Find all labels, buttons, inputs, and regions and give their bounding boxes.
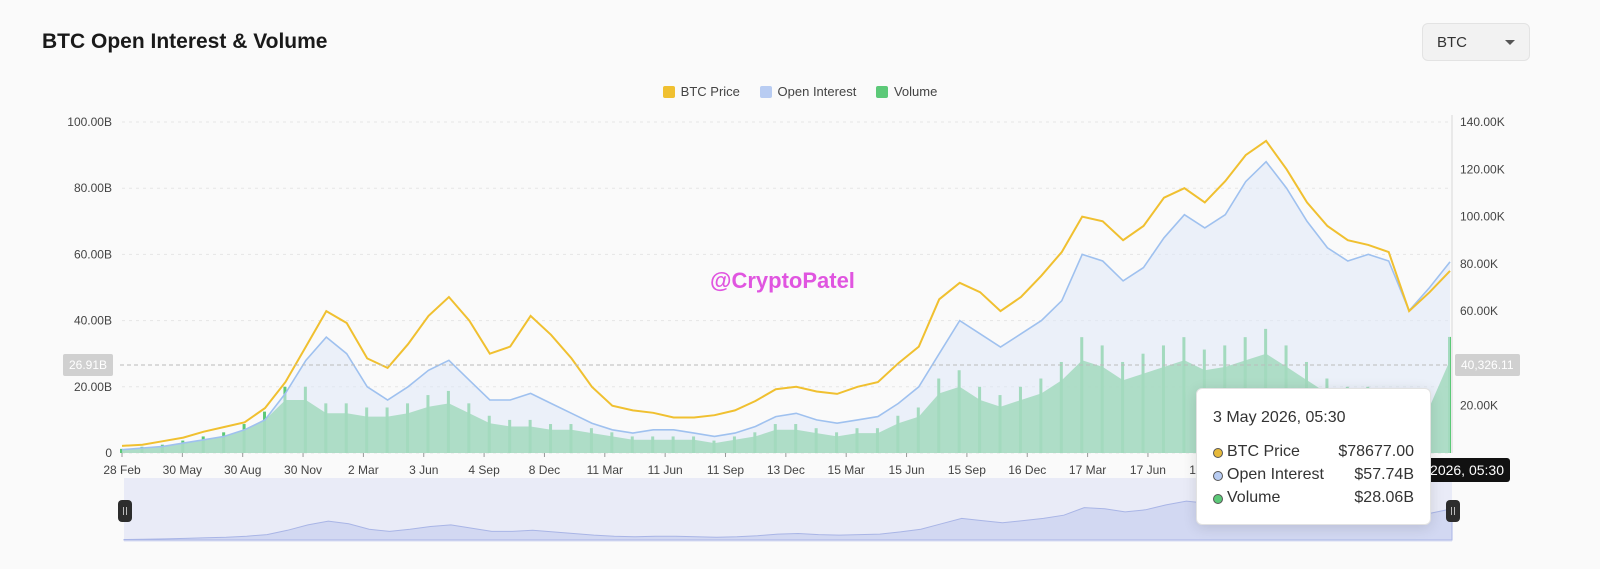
watermark: @CryptoPatel [710, 268, 855, 293]
tooltip-dot [1213, 471, 1223, 481]
btc-price-line [121, 139, 1451, 447]
tooltip-row-btc-price: BTC Price $78677.00 [1213, 443, 1414, 463]
right-tick-label: 120.00K [1460, 162, 1505, 176]
tooltip-name: BTC Price [1227, 443, 1300, 460]
tooltip-row-volume: Volume $28.06B [1213, 489, 1414, 509]
tooltip-value: $28.06B [1354, 489, 1414, 506]
x-tick-label: 30 May [163, 463, 202, 477]
legend-label: Volume [893, 84, 938, 99]
crosshair-right-label: 40,326.11 [1455, 354, 1520, 376]
left-tick-label: 20.00B [74, 380, 112, 394]
x-tick-label: 8 Dec [529, 463, 560, 477]
crosshair-time-text: 3 May 2026, 05:30 [1426, 462, 1504, 478]
x-tick-label: 13 Dec [767, 463, 805, 477]
right-tick-label: 20.00K [1460, 399, 1498, 413]
tooltip-time: 3 May 2026, 05:30 [1213, 409, 1346, 426]
legend-item-open-interest[interactable]: Open Interest [759, 84, 857, 99]
legend-swatch [759, 85, 772, 98]
btc-price-series [121, 139, 1451, 447]
tooltip-dot [1213, 448, 1223, 458]
x-tick-label: 30 Aug [224, 463, 261, 477]
x-tick-label: 11 Jun [648, 463, 683, 477]
x-axis: 28 Feb 30 May 30 Aug 30 Nov 2 Mar 3 Jun 4 Sep 8… [103, 453, 1333, 477]
legend-label: BTC Price [680, 84, 740, 99]
page-title: BTC Open Interest & Volume [42, 30, 328, 53]
x-tick-label: 15 Jun [889, 463, 925, 477]
chevron-down-icon [1505, 40, 1515, 45]
tooltip-value: $57.74B [1354, 466, 1414, 483]
x-tick-label: 15 Sep [948, 463, 986, 477]
x-tick-label: 4 Sep [468, 463, 500, 477]
chart-legend: BTC Price Open Interest Volume [0, 84, 1600, 101]
open-interest-series [121, 160, 1451, 453]
x-tick-label: 11 Sep [707, 463, 744, 477]
x-tick-label: 15 Mar [828, 463, 865, 477]
legend-swatch [662, 85, 675, 98]
navigator-left-handle[interactable] [118, 500, 132, 522]
left-tick-label: 0 [105, 446, 112, 460]
legend-swatch [875, 85, 888, 98]
right-tick-label: 140.00K [1460, 115, 1505, 129]
left-tick-label: 100.00B [67, 115, 112, 129]
tooltip-dot [1213, 494, 1223, 504]
tooltip-name: Volume [1227, 489, 1281, 506]
right-tick-label: 80.00K [1460, 257, 1498, 271]
volume-bar [120, 448, 123, 453]
x-tick-label: 16 Dec [1008, 463, 1046, 477]
tooltip-row-open-interest: Open Interest $57.74B [1213, 466, 1414, 486]
x-tick-label: 2 Mar [348, 463, 379, 477]
left-tick-label: 60.00B [74, 247, 112, 261]
x-tick-label: 11 Mar [587, 463, 623, 477]
legend-item-volume[interactable]: Volume [875, 84, 938, 99]
tooltip-value: $78677.00 [1338, 443, 1414, 460]
left-axis: 0 20.00B 40.00B 60.00B 80.00B 100.00B [67, 115, 112, 460]
x-tick-label: 17 Mar [1069, 463, 1106, 477]
left-tick-label: 40.00B [74, 314, 112, 328]
tooltip-name: Open Interest [1227, 466, 1324, 483]
x-tick-label: 3 Jun [409, 463, 438, 477]
legend-label: Open Interest [777, 84, 857, 99]
open-interest-line [121, 160, 1451, 451]
open-interest-area [122, 161, 1450, 453]
crosshair-left-label: 26.91B [63, 354, 114, 376]
asset-selector[interactable]: BTC [1422, 23, 1530, 61]
data-tooltip: 3 May 2026, 05:30 BTC Price $78677.00 Op… [1196, 388, 1431, 525]
right-tick-label: 100.00K [1460, 210, 1505, 224]
navigator-right-handle[interactable] [1446, 500, 1460, 522]
x-tick-label: 17 Jun [1130, 463, 1166, 477]
left-tick-label: 80.00B [74, 181, 112, 195]
asset-selector-label: BTC [1437, 34, 1467, 51]
right-tick-label: 60.00K [1460, 304, 1498, 318]
legend-item-btc-price[interactable]: BTC Price [662, 84, 740, 99]
x-tick-label: 30 Nov [284, 463, 322, 477]
x-tick-label: 28 Feb [103, 463, 141, 477]
crosshair-time-label: 3 May 2026, 05:30 [1426, 458, 1510, 482]
